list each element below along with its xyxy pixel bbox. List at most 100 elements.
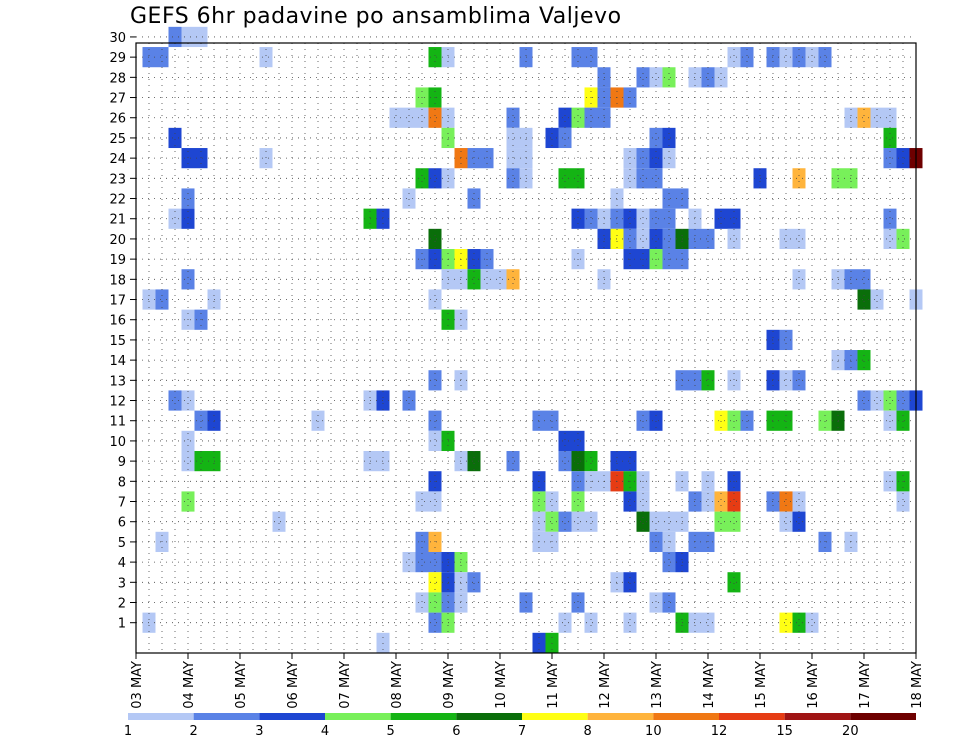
heat-cell — [649, 67, 663, 88]
heat-cell — [506, 269, 520, 290]
y-tick-label: 10 — [109, 435, 126, 450]
heat-cell — [181, 269, 195, 290]
heat-cell — [428, 430, 442, 452]
colorbar-swatch — [522, 713, 588, 720]
heat-cell — [857, 390, 871, 411]
heat-cell — [584, 612, 598, 633]
x-tick-label: 04 MAY — [182, 661, 197, 709]
heat-cell — [181, 430, 195, 452]
heat-cell — [701, 370, 715, 391]
heat-cell — [623, 451, 637, 472]
y-tick-label: 15 — [109, 334, 126, 349]
heat-cell — [649, 208, 663, 229]
heat-cell — [896, 228, 910, 250]
colorbar-label: 7 — [518, 724, 526, 739]
heat-cell — [558, 107, 572, 128]
heat-cell — [415, 491, 429, 512]
x-tick-label: 05 MAY — [234, 661, 249, 709]
heat-cell — [662, 228, 676, 250]
heat-cell — [428, 612, 442, 633]
heat-cell — [779, 370, 793, 391]
colorbar-label: 6 — [452, 724, 460, 739]
heat-cell — [272, 511, 286, 532]
y-axis: 1234567891011121314151617181920212223242… — [109, 31, 136, 632]
heat-cell — [714, 511, 728, 532]
heat-cell — [662, 67, 676, 88]
heat-cell — [896, 410, 910, 431]
heat-cell — [155, 289, 169, 310]
heat-cell — [415, 552, 429, 573]
y-tick-label: 12 — [109, 395, 126, 410]
heat-cell — [402, 552, 416, 573]
heat-cell — [584, 451, 598, 472]
heat-cell — [883, 390, 897, 411]
heat-cell — [883, 208, 897, 229]
colorbar-swatch — [456, 713, 522, 720]
heat-cell — [181, 390, 195, 411]
heat-cell — [168, 208, 182, 229]
chart-title: GEFS 6hr padavine po ansamblima Valjevo — [130, 4, 622, 29]
colorbar-swatch — [784, 713, 851, 720]
colorbar-label: 8 — [584, 724, 592, 739]
colorbar-swatch — [193, 713, 260, 720]
colorbar: 1 2 3 4 5 6 7 8 10 12 15 20 — [124, 713, 916, 739]
heat-cell — [623, 168, 637, 189]
heat-cell — [545, 491, 559, 512]
heat-cell — [428, 289, 442, 310]
heat-cell — [649, 127, 663, 149]
heat-cell — [493, 269, 507, 290]
y-tick-label: 27 — [109, 92, 126, 107]
heat-cell — [571, 168, 585, 189]
y-tick-label: 16 — [109, 314, 126, 329]
heat-cell — [649, 511, 663, 532]
heat-cell — [571, 592, 585, 613]
heat-cell — [571, 208, 585, 229]
heat-cell — [792, 228, 806, 250]
colorbar-label: 10 — [645, 724, 662, 739]
x-tick-label: 13 MAY — [650, 661, 665, 709]
heat-cell — [805, 47, 819, 68]
heat-cell — [636, 168, 650, 189]
x-tick-label: 17 MAY — [858, 661, 873, 709]
heat-cell — [402, 390, 416, 411]
heat-cell — [558, 511, 572, 532]
x-tick-label: 14 MAY — [702, 661, 717, 709]
heat-cell — [584, 511, 598, 532]
y-tick-label: 21 — [109, 213, 126, 228]
heat-cell — [428, 370, 442, 391]
x-tick-label: 18 MAY — [910, 661, 925, 709]
y-tick-label: 23 — [109, 172, 126, 187]
heat-cell — [402, 107, 416, 128]
heat-cell — [779, 410, 793, 431]
heat-cell — [727, 511, 741, 532]
heat-cell — [571, 511, 585, 532]
heat-cell — [805, 612, 819, 633]
heat-cell — [883, 107, 897, 128]
heat-cell — [428, 47, 442, 68]
heat-cell — [779, 47, 793, 68]
heat-cell — [181, 208, 195, 229]
colorbar-label: 2 — [190, 724, 198, 739]
heat-cell — [779, 491, 793, 512]
colorbar-label: 3 — [255, 724, 263, 739]
heat-cell — [636, 511, 650, 532]
y-tick-label: 29 — [109, 51, 126, 66]
heat-cell — [428, 410, 442, 431]
y-tick-label: 7 — [118, 496, 126, 511]
heat-cell — [558, 430, 572, 452]
heat-cell — [571, 430, 585, 452]
heat-cell — [428, 552, 442, 573]
heat-cell — [558, 127, 572, 149]
heat-cell — [584, 47, 598, 68]
heat-cell — [662, 208, 676, 229]
heat-cell — [194, 410, 208, 431]
heat-cell — [623, 572, 637, 593]
heat-cell — [714, 410, 728, 431]
y-tick-label: 17 — [109, 294, 126, 309]
heat-cell — [181, 26, 195, 48]
heat-cell — [506, 148, 520, 169]
x-tick-label: 15 MAY — [754, 661, 769, 709]
y-tick-label: 9 — [118, 455, 126, 470]
heat-cell — [584, 208, 598, 229]
y-tick-label: 11 — [109, 415, 126, 430]
